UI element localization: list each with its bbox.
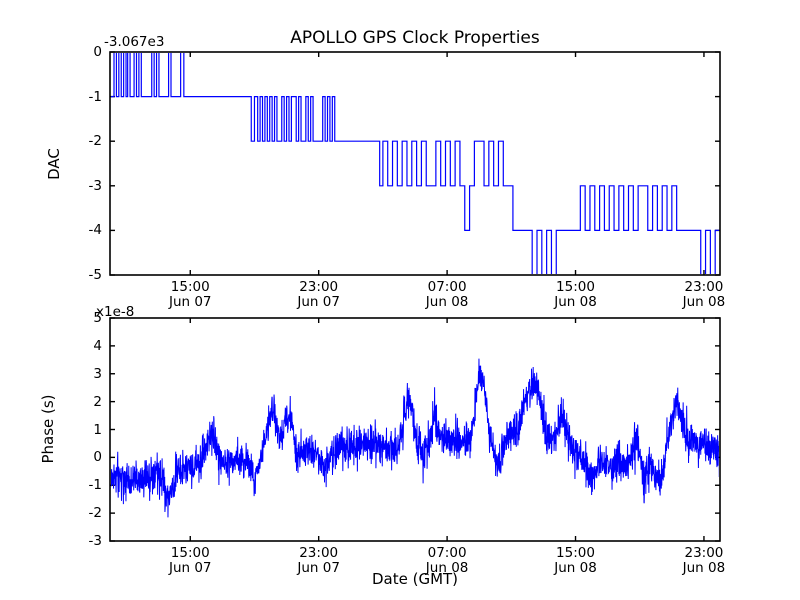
phase-y-tick-label: 2: [93, 393, 102, 410]
dac-axis-offset-text: -3.067e3: [104, 34, 165, 50]
phase-time-series-line: [111, 358, 719, 518]
dac-y-axis-label: DAC: [45, 148, 63, 180]
phase-y-tick-label: -3: [88, 533, 102, 549]
phase-y-tick-label: 5: [93, 310, 102, 326]
dac-x-tick-label: 23:00 Jun 08: [682, 279, 726, 310]
dac-step-line: [111, 53, 719, 274]
phase-y-tick-label: 1: [93, 421, 102, 438]
phase-axis-multiplier-text: x1e-8: [96, 304, 135, 320]
dac-x-tick-label: 15:00 Jun 08: [554, 279, 597, 310]
phase-x-tick-label: 23:00 Jun 08: [682, 545, 726, 576]
dac-x-tick-label: 23:00 Jun 07: [297, 279, 340, 310]
phase-x-tick-label: 15:00 Jun 07: [168, 545, 212, 576]
figure-title: APOLLO GPS Clock Properties: [290, 28, 540, 48]
dac-x-tick-label: 15:00 Jun 07: [168, 279, 212, 310]
dac-axes-frame: [109, 51, 721, 276]
phase-y-tick-label: 0: [93, 449, 102, 466]
phase-y-tick-label: 4: [93, 337, 102, 354]
dac-x-tick-label: 07:00 Jun 08: [425, 279, 469, 310]
phase-y-tick-label: -2: [88, 505, 102, 522]
dac-y-tick-label: 0: [93, 44, 102, 60]
dac-y-tick-label: -2: [88, 133, 102, 150]
phase-y-tick-label: 3: [93, 365, 102, 382]
dac-y-tick-label: -3: [88, 177, 102, 194]
dac-y-tick-label: -5: [88, 267, 102, 283]
dac-y-tick-label: -1: [88, 88, 102, 105]
dac-y-tick-label: -4: [88, 222, 102, 239]
x-axis-label: Date (GMT): [371, 570, 459, 588]
phase-x-tick-label: 07:00 Jun 08: [425, 545, 469, 576]
phase-x-tick-label: 23:00 Jun 07: [297, 545, 340, 576]
phase-x-tick-label: 15:00 Jun 08: [554, 545, 597, 576]
phase-y-tick-label: -1: [88, 477, 102, 494]
